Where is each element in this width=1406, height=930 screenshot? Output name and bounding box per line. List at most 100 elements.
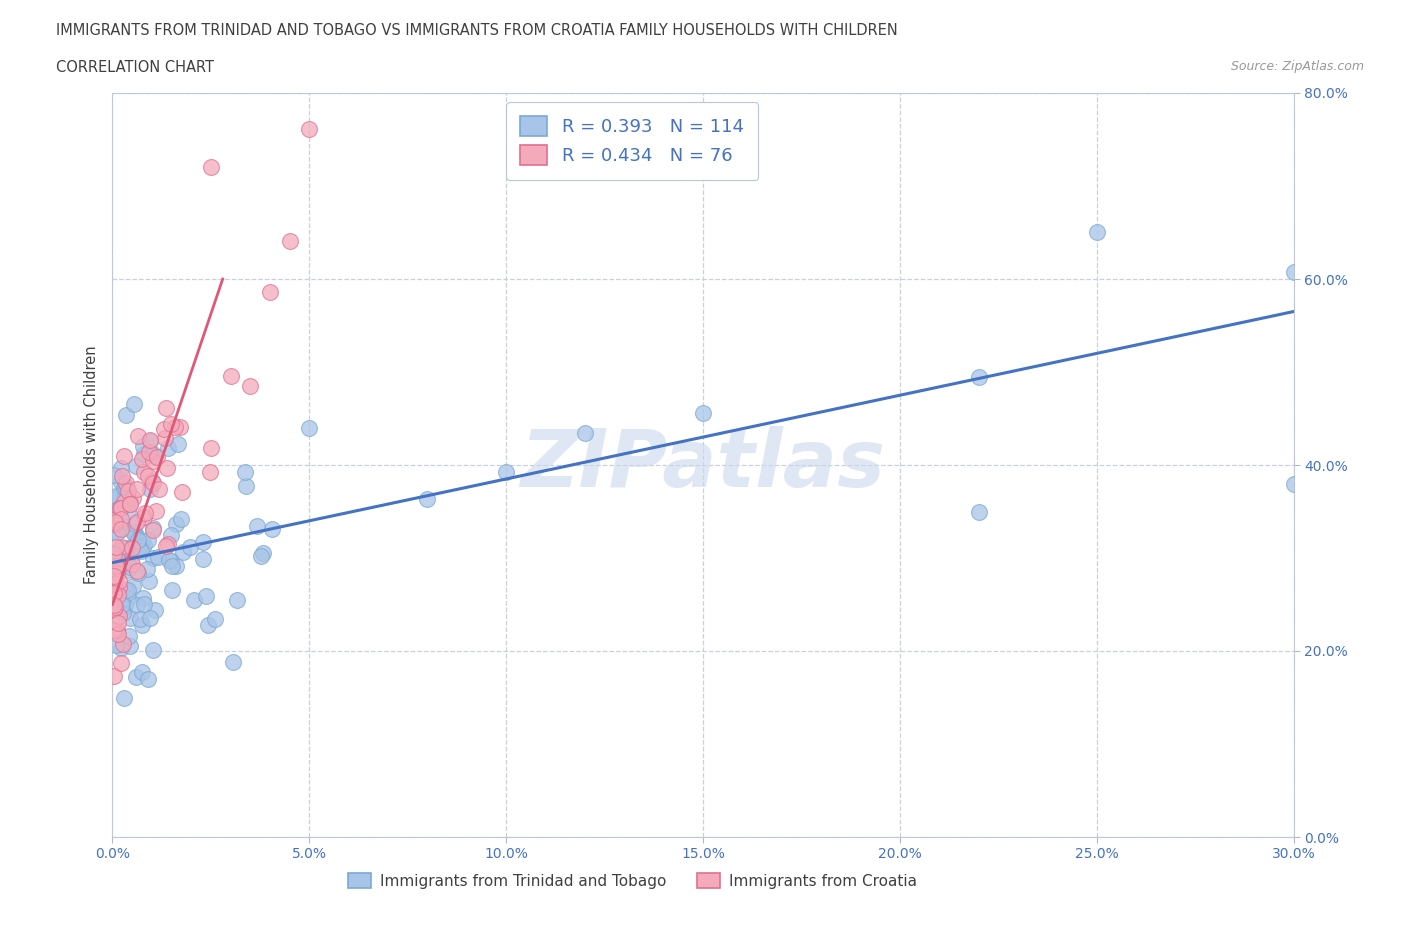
Point — [170, 512, 193, 526]
Point — [103, 598, 125, 613]
Point — [143, 603, 166, 618]
Point — [160, 417, 183, 432]
Point — [183, 592, 205, 607]
Point — [127, 515, 149, 530]
Point — [132, 591, 155, 605]
Point — [139, 432, 162, 447]
Point — [967, 504, 990, 519]
Point — [193, 551, 215, 566]
Point — [122, 525, 145, 539]
Point — [121, 557, 143, 572]
Point — [105, 525, 128, 540]
Point — [136, 671, 159, 686]
Point — [159, 527, 181, 542]
Point — [117, 503, 139, 518]
Point — [132, 538, 155, 552]
Point — [125, 564, 148, 578]
Point — [233, 464, 256, 479]
Point — [259, 285, 281, 299]
Point — [129, 544, 152, 559]
Point — [128, 539, 150, 554]
Point — [114, 408, 136, 423]
Point — [108, 488, 131, 503]
Point — [117, 591, 139, 605]
Point — [112, 492, 135, 507]
Point — [249, 549, 271, 564]
Point — [139, 482, 162, 497]
Point — [142, 475, 165, 490]
Point — [141, 643, 163, 658]
Point — [104, 539, 127, 554]
Point — [157, 552, 180, 567]
Point — [235, 479, 257, 494]
Point — [105, 551, 128, 566]
Point — [145, 503, 167, 518]
Point — [122, 396, 145, 411]
Point — [104, 523, 127, 538]
Point — [142, 551, 165, 565]
Point — [120, 497, 142, 512]
Point — [172, 485, 194, 499]
Point — [112, 448, 135, 463]
Point — [194, 589, 217, 604]
Point — [1085, 225, 1108, 240]
Point — [260, 522, 283, 537]
Point — [110, 500, 132, 515]
Point — [110, 641, 132, 656]
Point — [142, 454, 165, 469]
Point — [110, 522, 132, 537]
Point — [103, 602, 125, 617]
Point — [160, 582, 183, 597]
Point — [114, 599, 136, 614]
Point — [108, 501, 131, 516]
Point — [111, 469, 134, 484]
Point — [162, 559, 184, 574]
Point — [125, 527, 148, 542]
Point — [138, 610, 160, 625]
Point — [1282, 264, 1305, 279]
Point — [124, 670, 146, 684]
Point — [159, 554, 181, 569]
Point — [153, 422, 176, 437]
Point — [125, 458, 148, 473]
Point — [111, 637, 134, 652]
Point — [141, 473, 163, 488]
Point — [110, 540, 132, 555]
Point — [127, 533, 149, 548]
Point — [112, 520, 135, 535]
Point — [112, 690, 135, 705]
Point — [104, 558, 127, 573]
Point — [105, 488, 128, 503]
Point — [136, 469, 159, 484]
Point — [110, 474, 132, 489]
Point — [179, 539, 201, 554]
Point — [146, 550, 169, 565]
Point — [115, 481, 138, 496]
Point — [110, 460, 132, 475]
Point — [155, 401, 177, 416]
Point — [139, 433, 162, 448]
Point — [104, 517, 127, 532]
Point — [495, 465, 517, 480]
Point — [104, 514, 127, 529]
Point — [134, 446, 156, 461]
Point — [103, 546, 125, 561]
Point — [104, 638, 127, 653]
Point — [127, 565, 149, 580]
Point — [127, 597, 149, 612]
Point — [104, 600, 127, 615]
Point — [967, 369, 990, 384]
Point — [252, 546, 274, 561]
Point — [105, 565, 128, 580]
Point — [131, 534, 153, 549]
Point — [297, 420, 319, 435]
Point — [115, 475, 138, 490]
Point — [132, 597, 155, 612]
Point — [148, 481, 170, 496]
Point — [142, 520, 165, 535]
Point — [118, 541, 141, 556]
Point — [112, 480, 135, 495]
Point — [114, 583, 136, 598]
Point — [124, 516, 146, 531]
Point — [117, 583, 139, 598]
